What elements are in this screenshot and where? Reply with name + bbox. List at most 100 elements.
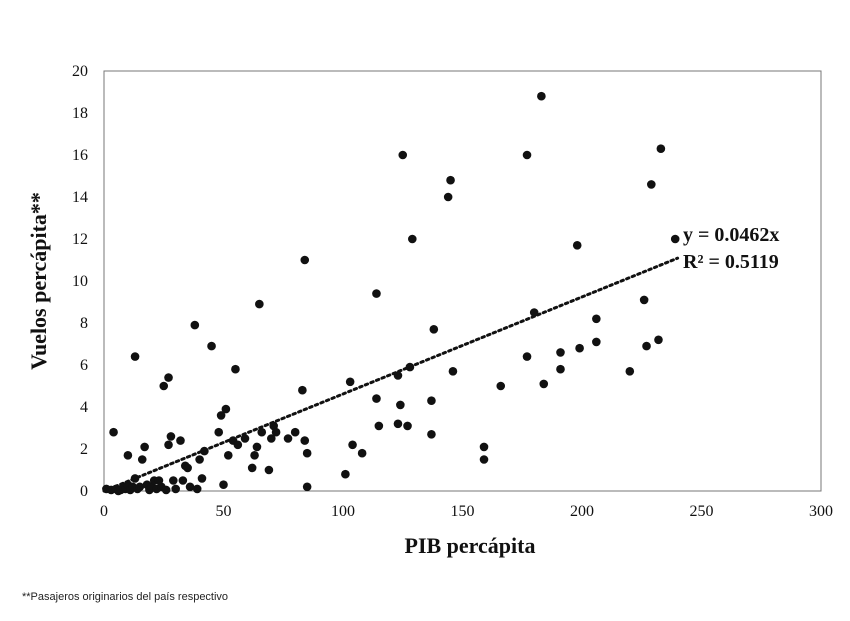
data-point — [448, 367, 458, 376]
data-point — [137, 455, 147, 464]
data-point — [164, 440, 173, 450]
data-point — [178, 476, 188, 485]
data-point — [200, 446, 209, 456]
data-point — [522, 352, 532, 361]
data-point — [427, 430, 436, 439]
data-point — [283, 434, 293, 443]
y-tick-label: 18 — [72, 105, 88, 122]
data-point — [642, 341, 651, 351]
data-point — [221, 404, 231, 414]
y-tick-label: 10 — [72, 273, 88, 290]
data-point — [207, 341, 216, 351]
data-point — [300, 255, 310, 265]
data-point — [130, 474, 140, 483]
data-point — [214, 427, 224, 437]
y-tick-label: 8 — [80, 315, 88, 332]
trendline-equation: y = 0.0462x — [683, 224, 779, 246]
data-point — [109, 427, 118, 437]
data-point — [219, 480, 228, 490]
data-point — [240, 434, 250, 443]
x-tick-label: 0 — [100, 503, 108, 520]
data-point — [592, 337, 601, 347]
data-point — [396, 400, 405, 410]
x-axis-ticks: 0 50 100 150 200 250 300 — [100, 503, 833, 520]
x-axis-title: PIB percápita — [405, 533, 536, 558]
data-point — [479, 442, 489, 452]
data-point — [479, 455, 489, 464]
data-point — [427, 396, 436, 406]
data-point — [372, 289, 381, 298]
x-tick-label: 150 — [451, 503, 475, 520]
data-point — [267, 434, 276, 443]
data-point — [140, 442, 149, 452]
data-point — [405, 362, 415, 372]
data-point — [298, 385, 307, 395]
data-point — [169, 476, 178, 485]
data-point — [670, 234, 680, 244]
data-point — [429, 325, 439, 334]
data-point — [556, 348, 565, 357]
data-point — [496, 381, 506, 391]
plot-area — [103, 70, 822, 492]
data-point — [231, 364, 240, 374]
data-point — [302, 482, 312, 492]
trendline — [102, 256, 680, 493]
data-point — [216, 411, 226, 420]
data-point — [130, 352, 140, 361]
x-tick-label: 50 — [216, 503, 232, 520]
trendline-r-squared: R² = 0.5119 — [683, 251, 779, 273]
y-axis-ticks: 0 2 4 6 8 10 12 14 16 18 20 — [72, 63, 88, 500]
y-tick-label: 6 — [80, 357, 88, 374]
data-point — [247, 463, 257, 473]
data-point — [345, 377, 355, 387]
y-tick-label: 0 — [80, 483, 88, 500]
data-point — [135, 482, 145, 492]
data-point — [539, 379, 549, 389]
data-point — [290, 427, 300, 437]
data-point — [408, 234, 417, 244]
footnote: **Pasajeros originarios del país respect… — [22, 591, 229, 603]
data-point — [639, 295, 649, 305]
data-point — [252, 442, 262, 452]
data-point — [374, 421, 384, 431]
data-point — [393, 371, 403, 380]
data-point — [647, 180, 656, 189]
x-tick-label: 200 — [570, 503, 594, 520]
data-point — [592, 314, 601, 324]
data-point — [398, 150, 408, 160]
data-point — [357, 448, 367, 458]
y-tick-label: 16 — [72, 147, 88, 164]
data-point — [264, 465, 274, 475]
data-point — [195, 455, 204, 464]
trendline-layer — [102, 256, 680, 493]
data-point — [348, 440, 357, 450]
data-point — [257, 427, 267, 437]
y-tick-label: 20 — [72, 63, 88, 80]
data-point — [185, 482, 195, 492]
data-point — [443, 192, 453, 202]
data-point — [654, 335, 663, 345]
data-point — [575, 343, 584, 353]
data-point — [556, 364, 565, 374]
data-point — [341, 469, 350, 479]
data-point — [302, 448, 312, 458]
data-point — [255, 299, 264, 309]
data-point — [372, 394, 381, 403]
data-point — [190, 320, 200, 330]
data-point — [233, 440, 243, 450]
points-layer — [102, 91, 680, 496]
data-point — [625, 367, 635, 376]
data-point — [192, 484, 202, 494]
y-tick-label: 4 — [80, 399, 88, 416]
data-point — [250, 451, 259, 460]
y-tick-label: 12 — [72, 231, 88, 248]
y-tick-label: 14 — [72, 189, 88, 206]
x-tick-label: 300 — [809, 503, 833, 520]
data-point — [223, 451, 233, 460]
data-point — [164, 373, 173, 382]
data-point — [123, 451, 133, 460]
data-point — [522, 150, 532, 160]
data-point — [300, 436, 310, 445]
data-point — [446, 175, 455, 185]
